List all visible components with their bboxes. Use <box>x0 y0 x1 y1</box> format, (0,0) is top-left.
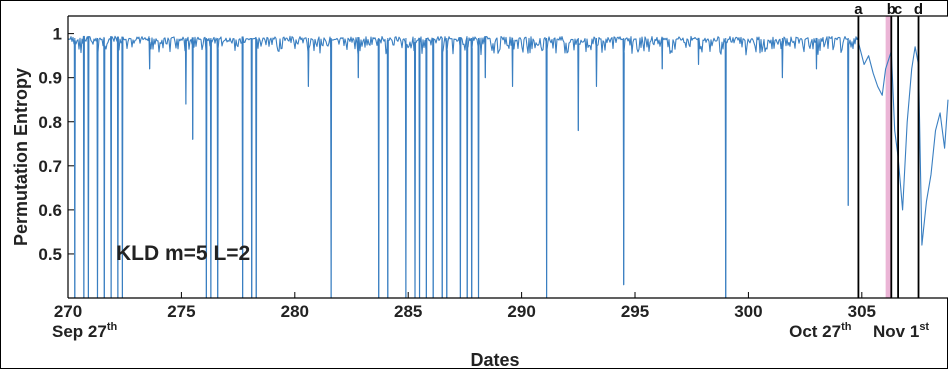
chart-annotation: KLD m=5 L=2 <box>116 242 250 265</box>
x-tick-label-1: 275 <box>167 302 195 321</box>
y-tick-label-0: 0.5 <box>38 245 62 264</box>
x-tick-label-5: 295 <box>621 302 649 321</box>
date-label-0: Sep 27th <box>52 321 117 341</box>
event-marker-label-c: c <box>894 1 902 18</box>
date-label-suffix-1: th <box>841 321 852 333</box>
y-tick-label-2: 0.7 <box>38 157 62 176</box>
x-tick-label-6: 300 <box>734 302 762 321</box>
y-axis-label: Permutation Entropy <box>11 68 31 246</box>
y-tick-label-1: 0.6 <box>38 201 62 220</box>
date-label-suffix-2: st <box>919 321 929 333</box>
date-label-suffix-0: th <box>107 321 118 333</box>
x-tick-label-0: 270 <box>54 302 82 321</box>
x-tick-label-3: 285 <box>394 302 422 321</box>
event-marker-label-a: a <box>854 1 863 18</box>
y-tick-label-3: 0.8 <box>38 113 62 132</box>
y-tick-label-4: 0.9 <box>38 69 62 88</box>
entropy-series-line <box>67 35 949 299</box>
y-tick-label-5: 1 <box>53 25 62 44</box>
x-tick-label-4: 290 <box>507 302 535 321</box>
x-axis-label: Dates <box>470 350 519 370</box>
date-label-1: Oct 27th <box>789 321 852 341</box>
event-marker-label-d: d <box>914 1 923 18</box>
x-tick-label-2: 280 <box>281 302 309 321</box>
shaded-band <box>885 16 892 298</box>
date-label-2: Nov 1st <box>873 321 929 341</box>
x-tick-label-7: 305 <box>848 302 876 321</box>
plot-area <box>68 16 948 298</box>
event-marker-label-b: b <box>887 1 896 18</box>
